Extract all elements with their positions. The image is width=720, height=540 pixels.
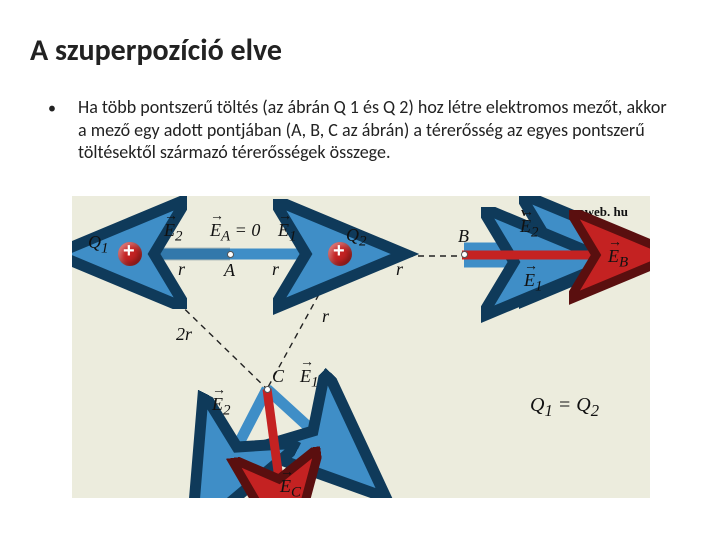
- label-B: B: [458, 226, 469, 247]
- arrow-E2-at-C: [237, 389, 267, 447]
- label-r3: r: [396, 259, 403, 280]
- label-Q1: Q1: [88, 232, 109, 258]
- label-E2-A: →E2: [164, 220, 183, 246]
- label-r1: r: [178, 259, 185, 280]
- label-2r: 2r: [176, 324, 192, 345]
- label-E1-A: →E1: [278, 220, 297, 246]
- label-EB: →EB: [608, 246, 628, 272]
- charge-Q1: [118, 242, 142, 266]
- point-B: [461, 251, 468, 258]
- label-EA-zero: →EA = 0: [210, 220, 260, 246]
- superposition-figure: www. mozaweb. hu: [72, 196, 650, 498]
- label-EC: →EC: [280, 476, 301, 502]
- label-E1-C: →E1: [300, 366, 319, 392]
- label-r2: r: [272, 259, 279, 280]
- bullet-text: Ha több pontszerű töltés (az ábrán Q 1 é…: [78, 96, 676, 164]
- label-equation: Q1 = Q2: [530, 394, 599, 421]
- point-C: [264, 386, 271, 393]
- page-title: A szuperpozíció elve: [30, 32, 282, 69]
- label-E2-C: →E2: [212, 394, 231, 420]
- label-E1-B: →E1: [524, 270, 543, 296]
- bullet-item: • Ha több pontszerű töltés (az ábrán Q 1…: [48, 96, 676, 164]
- dashed-Q1-C: [130, 256, 267, 389]
- bullet-dot: •: [48, 99, 56, 119]
- label-Q2: Q2: [346, 225, 367, 251]
- label-E2-B: →E2: [520, 216, 539, 242]
- point-A: [227, 251, 234, 258]
- label-r4: r: [322, 306, 329, 327]
- label-A: A: [224, 260, 235, 281]
- label-C: C: [272, 366, 284, 387]
